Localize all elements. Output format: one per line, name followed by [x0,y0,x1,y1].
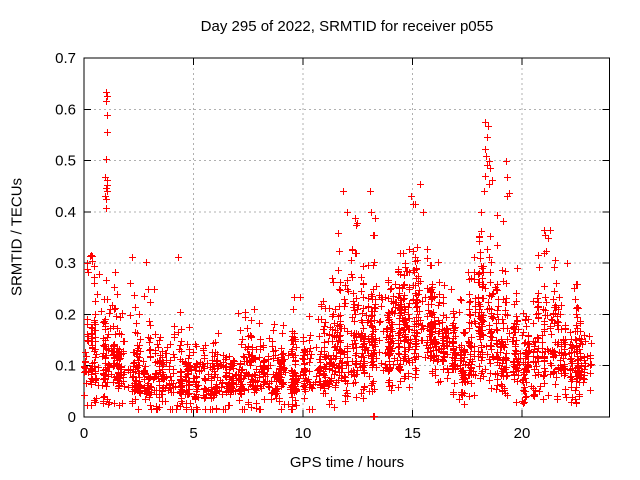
y-tick-label: 0.6 [55,101,76,118]
y-tick-label: 0.1 [55,358,76,375]
y-tick-label: 0.4 [55,204,76,221]
x-axis-label: GPS time / hours [289,454,405,471]
y-tick-label: 0.2 [55,306,76,323]
y-tick-label: 0 [68,409,76,426]
y-tick-label: 0.5 [55,153,76,170]
x-tick-label: 20 [514,425,531,442]
x-tick-label: 15 [404,425,421,442]
scatter-points [81,89,595,420]
y-tick-label: 0.7 [55,50,76,67]
x-tick-label: 10 [295,425,312,442]
x-tick-label: 5 [189,425,197,442]
x-tick-label: 0 [80,425,88,442]
plot-frame [83,57,611,418]
chart-title: Day 295 of 2022, SRMTID for receiver p05… [200,18,494,35]
y-tick-label: 0.3 [55,255,76,272]
